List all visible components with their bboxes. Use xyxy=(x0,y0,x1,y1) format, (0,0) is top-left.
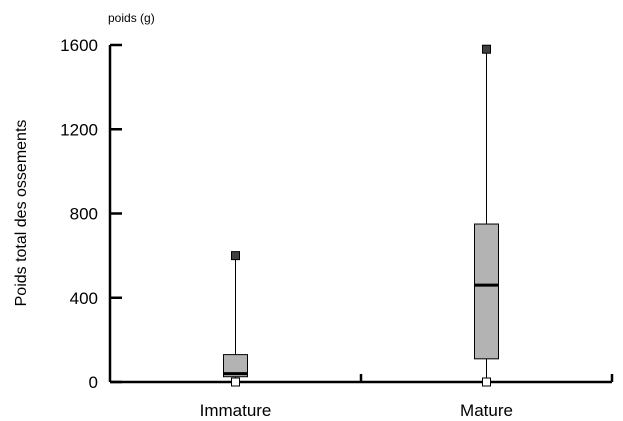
box-rect xyxy=(474,223,499,360)
y-ticks: 0 400 800 1200 1600 xyxy=(60,36,122,392)
axes xyxy=(108,45,614,384)
max-marker xyxy=(482,44,491,54)
box-immature xyxy=(223,251,248,387)
y-tick-label: 400 xyxy=(70,289,98,308)
y-axis-title: Poids total des ossements xyxy=(13,120,30,307)
y-tick-label: 800 xyxy=(70,205,98,224)
x-category-label: Immature xyxy=(200,401,272,420)
box-rect xyxy=(223,354,248,378)
box-mature xyxy=(474,44,499,387)
x-category-label: Mature xyxy=(460,401,513,420)
min-marker xyxy=(231,377,240,387)
min-marker xyxy=(482,377,491,387)
unit-label: poids (g) xyxy=(108,11,155,25)
x-labels: Immature Mature xyxy=(200,401,513,420)
y-tick-label: 0 xyxy=(89,373,98,392)
y-tick-label: 1600 xyxy=(60,36,98,55)
y-tick-label: 1200 xyxy=(60,120,98,139)
max-marker xyxy=(231,251,240,261)
boxes xyxy=(223,44,499,387)
